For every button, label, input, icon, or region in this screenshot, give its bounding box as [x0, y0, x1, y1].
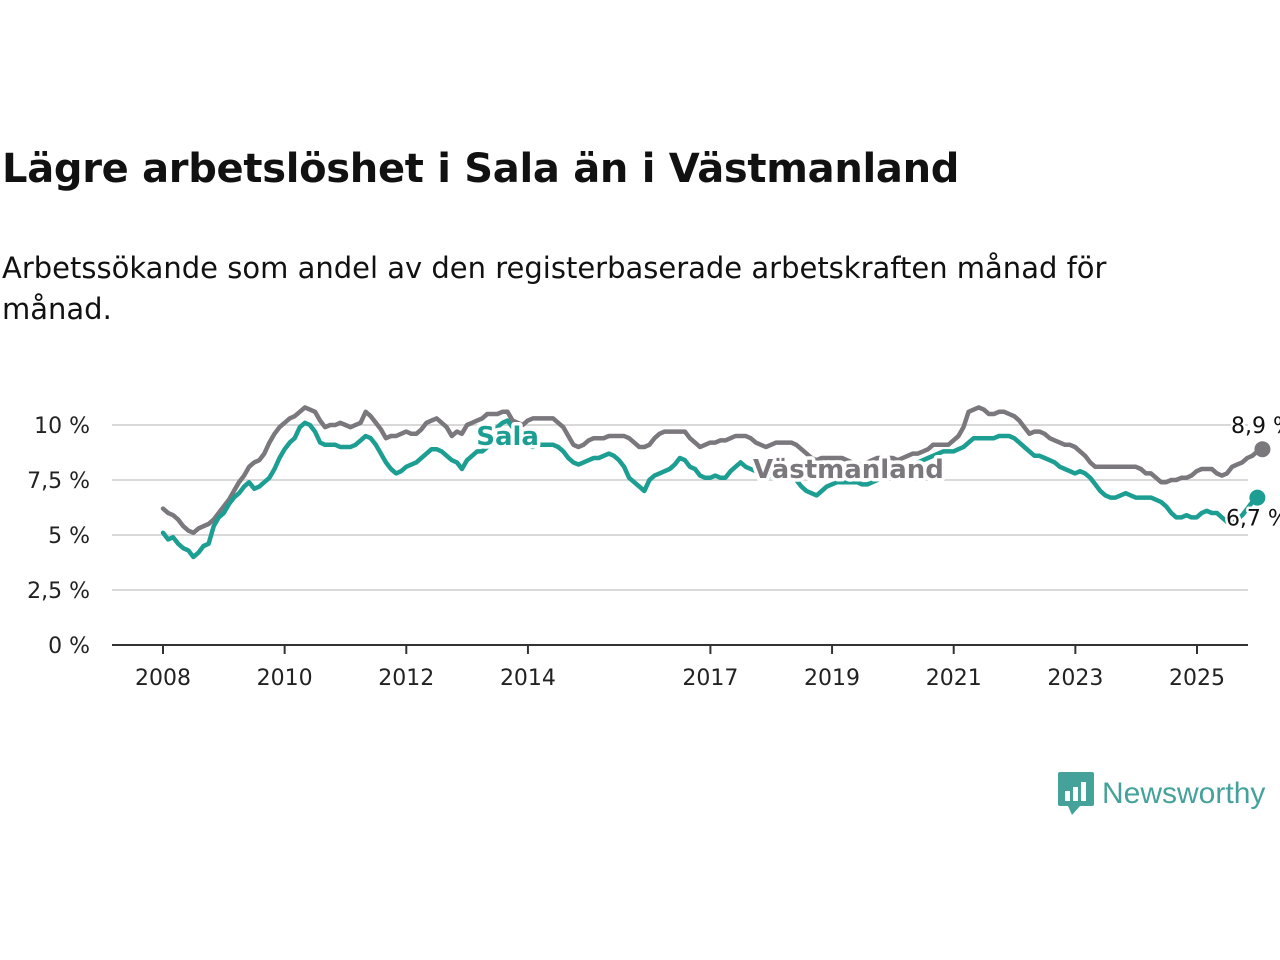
newsworthy-logo: Newsworthy [1058, 772, 1265, 816]
newsworthy-logo-icon [1058, 772, 1094, 815]
series-lines [160, 405, 1271, 560]
line-chart: 0 % 2,5 % 5 % 7,5 % 10 % 2008 2010 2012 2014 201… [27, 405, 1280, 691]
x-tick-label: 2021 [926, 666, 982, 691]
x-tick-label: 2023 [1047, 666, 1103, 691]
y-axis-ticks: 0 % 2,5 % 5 % 7,5 % 10 % [27, 414, 90, 659]
end-point-västmanland [1254, 441, 1271, 458]
end-label-västmanland: 8,9 % [1231, 414, 1280, 439]
x-axis: 2008 2010 2012 2014 2017 2019 2021 2023 2025 [112, 644, 1248, 691]
series-line-västmanland [160, 405, 1265, 536]
end-point-sala [1249, 489, 1266, 506]
brand-name: Newsworthy [1102, 777, 1266, 810]
x-tick-label: 2012 [378, 666, 434, 691]
end-label-sala: 6,7 % [1226, 507, 1280, 532]
y-tick-label: 0 % [48, 634, 90, 659]
x-tick-label: 2025 [1169, 666, 1225, 691]
x-tick-label: 2017 [682, 666, 738, 691]
x-tick-label: 2019 [804, 666, 860, 691]
chart-title: Lägre arbetslöshet i Sala än i Västmanla… [2, 146, 960, 192]
annotation-vastmanland: Västmanland [753, 455, 944, 485]
y-tick-label: 5 % [48, 524, 90, 549]
annotation-sala: Sala [476, 422, 539, 452]
x-tick-label: 2014 [500, 666, 556, 691]
y-tick-label: 10 % [34, 414, 90, 439]
x-tick-label: 2010 [257, 666, 313, 691]
y-tick-label: 7,5 % [27, 469, 90, 494]
y-tick-label: 2,5 % [27, 579, 90, 604]
series-line-sala [160, 418, 1260, 560]
x-tick-label: 2008 [135, 666, 191, 691]
series-labels: 8,9 % 6,7 % Sala Västmanland [473, 412, 1280, 534]
chart-subtitle: Arbetssökande som andel av den registerb… [2, 251, 1107, 326]
